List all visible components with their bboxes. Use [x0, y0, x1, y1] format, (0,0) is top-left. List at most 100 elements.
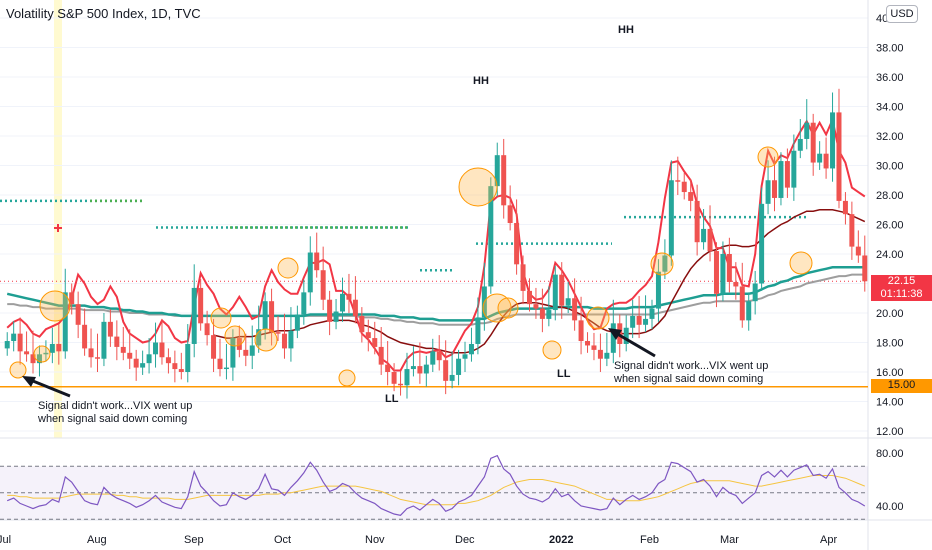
candle-body — [507, 205, 513, 224]
candle-body — [385, 364, 391, 372]
candle-body — [604, 352, 610, 359]
candle-body — [830, 112, 836, 169]
candle-body — [4, 341, 10, 349]
signal-circle — [277, 257, 299, 279]
candle-body — [410, 366, 416, 370]
y-tick-label: 16.00 — [876, 367, 904, 379]
candle-body — [462, 354, 468, 359]
candle-body — [804, 122, 810, 139]
candle-body — [475, 317, 481, 344]
candle-body — [404, 369, 410, 386]
y-tick-label: 20.00 — [876, 308, 904, 320]
candle-body — [372, 338, 378, 347]
candle-body — [862, 255, 868, 282]
gray-ma-line — [7, 273, 865, 326]
signal-circle — [497, 297, 519, 319]
candle-body — [88, 348, 94, 358]
annotation-note: Signal didn't work...VIX went up — [614, 360, 768, 372]
candle-body — [449, 374, 455, 381]
candle-body — [681, 181, 687, 193]
candle-body — [707, 228, 713, 252]
candle-body — [759, 203, 765, 284]
candle-body — [655, 271, 661, 309]
candle-body — [346, 293, 352, 300]
candle-body — [49, 343, 55, 353]
x-tick-label: Oct — [274, 534, 291, 546]
candle-body — [443, 360, 449, 381]
candle-body — [778, 161, 784, 198]
candle-body — [153, 342, 159, 355]
candle-body — [359, 315, 365, 333]
candle-body — [668, 180, 674, 256]
candle-body — [204, 323, 210, 336]
annotation-note: when signal said down coming — [37, 413, 187, 425]
y-tick-label: 28.00 — [876, 190, 904, 202]
candle-body — [301, 292, 307, 315]
candle-body — [30, 354, 36, 364]
candle-body — [127, 352, 133, 359]
candle-body — [146, 354, 152, 364]
signal-circle — [586, 306, 610, 330]
y-tick-label: 30.00 — [876, 161, 904, 173]
candle-body — [211, 335, 217, 359]
candle-body — [430, 351, 436, 365]
candle-body — [597, 349, 603, 359]
candle-body — [726, 254, 732, 283]
highlight-column — [54, 0, 62, 438]
candle-body — [585, 341, 591, 346]
candle-body — [623, 327, 629, 344]
x-tick-label: Dec — [455, 534, 475, 546]
candle-body — [772, 180, 778, 198]
x-tick-label: Nov — [365, 534, 385, 546]
candle-body — [288, 330, 294, 349]
candle-body — [185, 343, 191, 372]
candle-body — [855, 246, 861, 256]
candle-body — [797, 138, 803, 151]
signal-circle — [224, 325, 246, 347]
signal-circle — [9, 361, 27, 379]
candle-body — [165, 357, 171, 364]
candle-body — [488, 186, 494, 287]
candle-body — [436, 351, 442, 361]
candle-body — [417, 366, 423, 374]
candle-body — [630, 315, 636, 328]
signal-circle — [542, 340, 562, 360]
candle-body — [62, 292, 68, 352]
candle-body — [262, 301, 268, 330]
x-tick-label: Apr — [820, 534, 837, 546]
candle-body — [17, 333, 23, 352]
level-price-tag: 15.00 — [871, 379, 932, 393]
cross-marker — [54, 224, 62, 232]
candle-body — [82, 324, 88, 349]
arrow-shaft — [27, 377, 71, 398]
last-price-tag: 22.15 01:11:38 — [871, 275, 932, 301]
candle-body — [281, 333, 287, 349]
candle-body — [533, 304, 539, 309]
candle-body — [662, 255, 668, 272]
signal-circle — [254, 328, 278, 352]
y-tick-label: 38.00 — [876, 43, 904, 55]
candle-body — [752, 283, 758, 302]
candle-body — [649, 308, 655, 319]
arrow-head — [608, 328, 622, 340]
candle-body — [340, 293, 346, 312]
candle-body — [713, 251, 719, 294]
signal-circle — [650, 252, 674, 276]
candle-body — [243, 349, 249, 356]
candle-body — [327, 299, 333, 322]
candle-body — [333, 311, 339, 322]
y-tick-label: 36.00 — [876, 72, 904, 84]
candle-body — [643, 318, 649, 325]
candle-body — [378, 346, 384, 365]
candle-body — [688, 192, 694, 201]
x-tick-label: 2022 — [549, 534, 573, 546]
candle-body — [275, 332, 281, 334]
candle-body — [391, 372, 397, 384]
currency-button[interactable]: USD — [886, 5, 918, 23]
candle-body — [468, 343, 474, 355]
last-price-value: 22.15 — [887, 275, 916, 287]
x-tick-label: Sep — [184, 534, 204, 546]
candle-body — [114, 336, 120, 347]
